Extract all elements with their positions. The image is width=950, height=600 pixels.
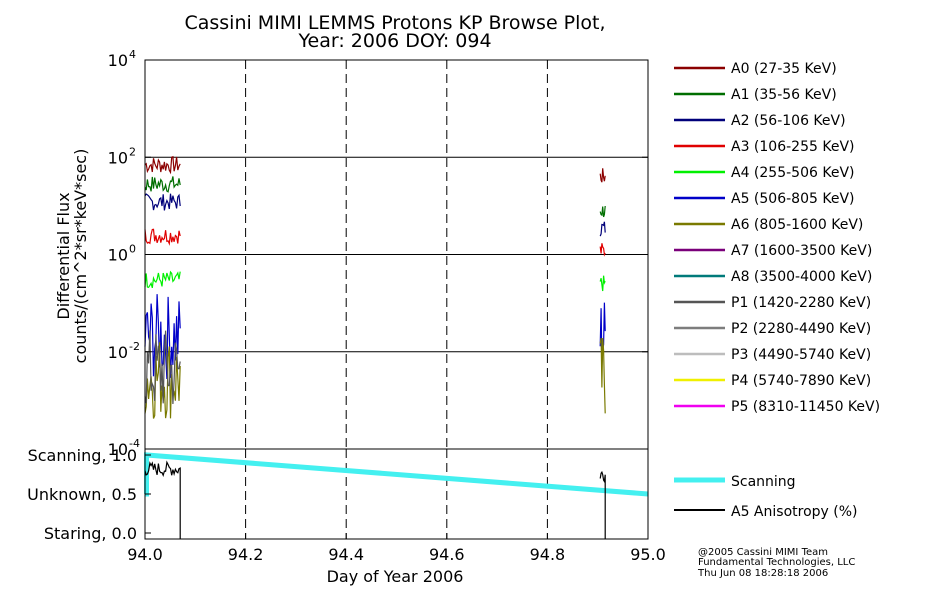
series-4-segment-0 (144, 270, 181, 289)
series-0-segment-1 (599, 168, 606, 183)
legend-label-2: A2 (56-106 KeV) (731, 113, 846, 129)
flux-grid (145, 60, 648, 449)
legend-label-0: A0 (27-35 KeV) (731, 61, 837, 77)
flux-ytick-label-0: 10 (108, 51, 128, 70)
credits: @2005 Cassini MIMI Team Fundamental Tech… (697, 547, 855, 579)
flux-ylabel: Differential Flux counts/(cm^2*sr*keV*se… (54, 149, 90, 364)
anisotropy-yticks: Scanning, 1.0 Unknown, 0.5 Staring, 0.0 (27, 446, 151, 543)
legend-label-1: A1 (35-56 KeV) (731, 87, 837, 103)
flux-ytick-exp-4: -4 (129, 437, 140, 450)
flux-ytick-exp-2: 0 (129, 243, 136, 256)
series-1-segment-1 (599, 205, 606, 218)
series-4-segment-1 (599, 275, 606, 292)
scanning-line (144, 452, 649, 497)
legend-label-8: A8 (3500-4000 KeV) (731, 269, 872, 285)
flux-ytick-label-2: 10 (108, 246, 128, 265)
x-tick-label-4: 94.8 (530, 545, 566, 564)
series-3-segment-1 (599, 243, 606, 257)
series-3-segment-0 (144, 228, 181, 246)
series-6-segment-1 (599, 337, 606, 414)
flux-ytick-label-3: 10 (108, 343, 128, 362)
legend-label-3: A3 (106-255 KeV) (731, 139, 854, 155)
flux-ytick-label-1: 10 (108, 148, 128, 167)
legend-label-6: A6 (805-1600 KeV) (731, 217, 863, 233)
x-tick-label-2: 94.4 (328, 545, 364, 564)
legend-label-13: P5 (8310-11450 KeV) (731, 399, 880, 415)
anisotropy-ytick-label-2: Staring, 0.0 (44, 524, 137, 543)
flux-ytick-exp-1: 2 (129, 145, 136, 158)
x-tick-label-5: 95.0 (630, 545, 666, 564)
credit-line-3: Thu Jun 08 18:28:18 2006 (697, 568, 828, 579)
series-2-segment-1 (599, 221, 606, 237)
x-tick-label-1: 94.2 (228, 545, 264, 564)
flux-ylabel-line2: counts/(cm^2*sr*keV*sec) (71, 149, 90, 364)
anisotropy-ytick-label-0: Scanning, 1.0 (28, 446, 137, 465)
x-axis-label: Day of Year 2006 (327, 567, 464, 586)
flux-ylabel-line1: Differential Flux (54, 192, 73, 319)
anisotropy-xticks: 94.0 94.2 94.4 94.6 94.8 95.0 (127, 533, 666, 564)
x-tick-label-3: 94.6 (429, 545, 465, 564)
series-9-segment-0 (144, 330, 181, 405)
credit-line-1: @2005 Cassini MIMI Team (698, 547, 828, 558)
legend-label-5: A5 (506-805 KeV) (731, 191, 854, 207)
anisotropy-grid (245, 449, 548, 539)
credit-line-2: Fundamental Technologies, LLC (698, 557, 855, 568)
legend-label-10: P2 (2280-4490 KeV) (731, 321, 871, 337)
legend-label-4: A4 (255-506 KeV) (731, 165, 854, 181)
x-tick-label-0: 94.0 (127, 545, 163, 564)
series-0-segment-0 (144, 155, 181, 175)
chart-title-line2: Year: 2006 DOY: 094 (297, 30, 491, 52)
legend-label-12: P4 (5740-7890 KeV) (731, 373, 871, 389)
legend-label-11: P3 (4490-5740 KeV) (731, 347, 871, 363)
flux-legend: A0 (27-35 KeV) A1 (35-56 KeV) A2 (56-106 K… (674, 61, 880, 415)
flux-ytick-exp-3: -2 (129, 340, 140, 353)
series-2-segment-0 (144, 193, 181, 211)
legend-label-9: P1 (1420-2280 KeV) (731, 295, 871, 311)
series-1-segment-0 (144, 176, 181, 193)
flux-ytick-exp-0: 4 (129, 48, 136, 61)
anisotropy-segment-0 (144, 460, 181, 539)
legend-label-7: A7 (1600-3500 KeV) (731, 243, 872, 259)
flux-data (144, 155, 606, 419)
anisotropy-segment-1 (599, 470, 606, 539)
flux-ytick-label-4: 10 (108, 440, 128, 459)
anisotropy-legend: Scanning A5 Anisotropy (%) (674, 474, 858, 520)
anisotropy-data (144, 452, 649, 539)
anisotropy-ytick-label-1: Unknown, 0.5 (27, 485, 137, 504)
anisotropy-legend-label-0: Scanning (731, 474, 796, 490)
anisotropy-legend-label-1: A5 Anisotropy (%) (731, 504, 858, 520)
anisotropy-panel: Scanning, 1.0 Unknown, 0.5 Staring, 0.0 94… (27, 446, 666, 564)
chart-title-line1: Cassini MIMI LEMMS Protons KP Browse Plo… (184, 12, 605, 34)
